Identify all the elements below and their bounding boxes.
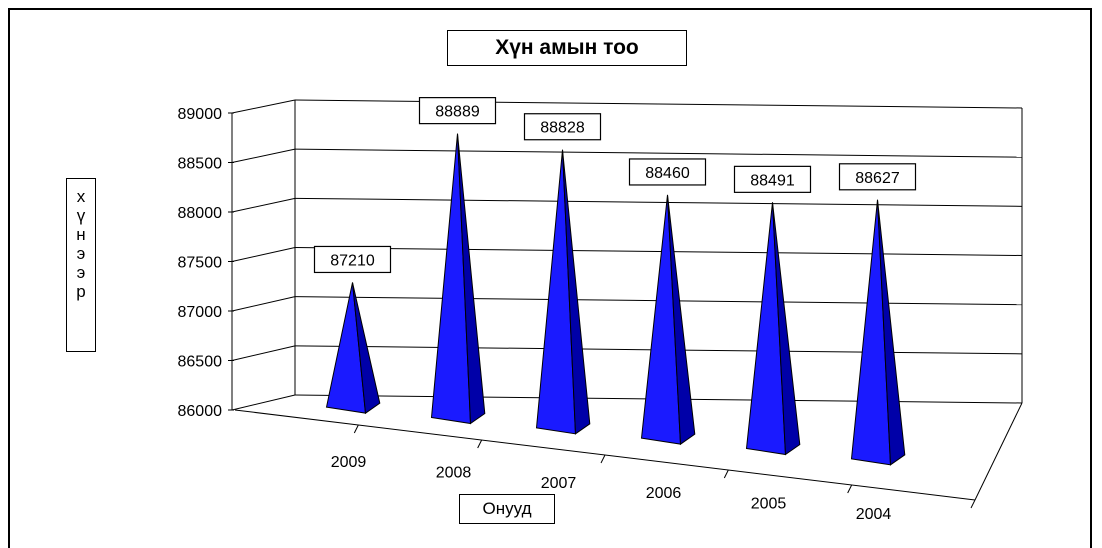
x-tick (723, 469, 729, 479)
x-tick-label: 2007 (541, 475, 577, 492)
y-tick-label: 86500 (178, 354, 223, 371)
data-label: 88460 (645, 165, 690, 182)
data-label-box (523, 113, 602, 141)
data-label-box (733, 165, 812, 193)
y-tick-label: 87000 (178, 304, 223, 321)
bar-side-face (877, 199, 906, 466)
x-tick-label: 2006 (646, 485, 682, 502)
bar-side-face (352, 282, 381, 415)
chart-title: Хүн амын тоо (447, 30, 687, 66)
x-axis-title: Онууд (459, 494, 555, 524)
data-label-box (313, 245, 392, 274)
x-tick (847, 484, 853, 494)
floor-right-edge (974, 402, 1023, 501)
gridline-side (231, 197, 296, 213)
x-tick-label: 2008 (436, 465, 472, 482)
x-tick (353, 424, 359, 434)
chart-frame (8, 8, 1092, 548)
bar-side-face (562, 149, 591, 435)
data-label: 88889 (435, 104, 480, 121)
x-tick (600, 454, 606, 464)
gridline-side (231, 148, 296, 163)
y-tick-label: 89000 (178, 106, 223, 123)
y-axis-title-text: х ү н э э р (76, 187, 86, 301)
data-label-box (838, 163, 917, 191)
data-label: 88627 (855, 170, 900, 187)
gridline-side (231, 394, 296, 411)
gridline (294, 148, 1023, 158)
x-tick (970, 499, 976, 509)
x-tick-label: 2009 (331, 454, 367, 471)
data-label: 88491 (750, 172, 795, 189)
data-label: 88828 (540, 120, 585, 137)
gridline (294, 99, 1023, 109)
gridline (294, 197, 1023, 207)
data-label-box (418, 97, 497, 125)
bar-side-face (457, 133, 486, 425)
y-tick-label: 86000 (178, 403, 223, 420)
y-tick-label: 88500 (178, 156, 223, 173)
gridline-side (231, 247, 296, 262)
bar-side-face (772, 202, 801, 456)
gridline-side (231, 99, 296, 114)
gridline (294, 247, 1023, 256)
bar-side-face (667, 194, 696, 446)
y-tick-label: 87500 (178, 255, 223, 272)
data-label-box (628, 158, 707, 186)
x-tick (477, 439, 483, 449)
gridline-side (231, 345, 296, 361)
y-axis-title: х ү н э э р (66, 178, 96, 352)
x-tick-label: 2004 (856, 506, 892, 523)
x-tick-label: 2005 (751, 496, 787, 513)
y-tick-label: 88000 (178, 205, 223, 222)
gridline-side (231, 296, 296, 312)
data-label: 87210 (330, 252, 375, 269)
